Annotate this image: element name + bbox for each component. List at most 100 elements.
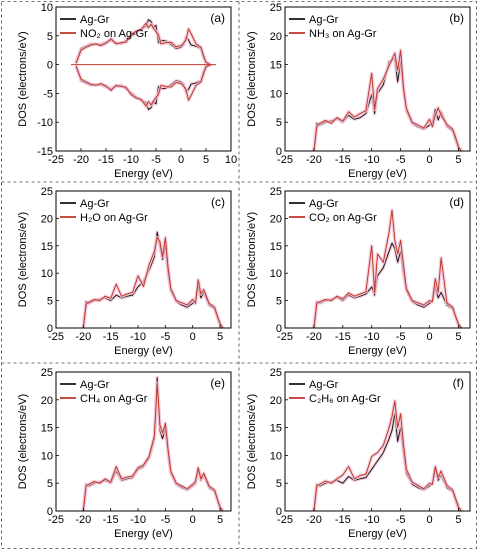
x-axis-label: Energy (eV) [348, 168, 407, 180]
y-tick-label: 0 [47, 506, 53, 518]
y-axis-label: DOS (electrons/eV) [17, 394, 29, 489]
x-tick-label: -5 [396, 154, 406, 166]
x-tick-label: -20 [75, 514, 91, 526]
y-tick-label: 15 [41, 241, 53, 253]
x-tick-label: -20 [306, 154, 322, 166]
y-tick-label: 10 [270, 88, 282, 100]
x-tick-label: 5 [455, 331, 461, 343]
series-line-2 [75, 22, 212, 66]
x-tick-label: -10 [364, 514, 380, 526]
x-tick-label: 0 [426, 331, 432, 343]
x-tick-label: -15 [335, 331, 351, 343]
x-tick-label: -15 [335, 514, 351, 526]
legend-label: CH₄ on Ag-Gr [80, 393, 148, 405]
panel-label: (f) [453, 376, 464, 390]
plot-frame [284, 6, 471, 152]
y-axis-label: DOS (electrons/eV) [17, 31, 29, 126]
legend: Ag-Gr H₂O on Ag-Gr [60, 198, 148, 224]
x-tick-label: -5 [151, 154, 161, 166]
x-tick-label: -25 [48, 331, 64, 343]
x-tick-label: 5 [217, 331, 223, 343]
x-tick-label: -20 [73, 154, 89, 166]
legend-label: Ag-Gr [309, 379, 339, 391]
y-tick-label: 25 [41, 367, 53, 379]
legend: Ag-Gr CH₄ on Ag-Gr [60, 379, 148, 405]
x-tick-label: -10 [130, 514, 146, 526]
y-tick-label: 20 [270, 395, 282, 407]
legend-label: Ag-Gr [309, 14, 339, 26]
panel-label: (b) [449, 11, 464, 25]
legend-label: Ag-Gr [309, 198, 339, 210]
legend-label: NO₂ on Ag-Gr [80, 28, 148, 40]
x-tick-label: -10 [364, 331, 380, 343]
legend: Ag-Gr C₂H₆ on Ag-Gr [289, 379, 381, 405]
panel-a: -25 -20 -15 -10 -5 0 5 10 -15 -10 -5 0 5 10 Energy (eV… [17, 2, 237, 180]
x-tick-label: -5 [396, 514, 406, 526]
panel-e: -25 -20 -15 -10 -5 0 5 0 5 10 15 20 25 Energy (eV) DOS… [17, 367, 232, 540]
y-tick-label: 15 [270, 60, 282, 72]
y-tick-label: 25 [41, 186, 53, 198]
y-tick-label: 0 [276, 506, 282, 518]
legend-label: C₂H₆ on Ag-Gr [309, 393, 381, 405]
x-tick-label: 5 [455, 514, 461, 526]
x-tick-label: 0 [190, 514, 196, 526]
y-tick-label: 5 [276, 296, 282, 308]
panel-b: -25 -20 -15 -10 -5 0 5 0 5 10 15 20 25 Energy (eV) DOS… [246, 2, 471, 180]
x-tick-label: -15 [98, 154, 114, 166]
y-tick-label: 0 [276, 323, 282, 335]
x-axis-label: Energy (eV) [114, 168, 173, 180]
y-tick-label: -15 [37, 146, 53, 158]
y-tick-label: 10 [41, 2, 53, 14]
x-tick-label: 0 [426, 154, 432, 166]
x-tick-label: -20 [306, 331, 322, 343]
series-line-2 [313, 400, 462, 512]
plot-frame [55, 6, 232, 152]
panel-label: (e) [210, 376, 225, 390]
y-tick-label: 25 [270, 186, 282, 198]
y-tick-label: 0 [47, 60, 53, 72]
x-axis-label: Energy (eV) [348, 528, 407, 540]
series-line-1 [82, 231, 224, 329]
y-tick-label: 20 [41, 395, 53, 407]
panel-label: (d) [449, 195, 464, 209]
x-axis-label: Energy (eV) [348, 345, 407, 357]
y-tick-label: 20 [41, 213, 53, 225]
y-tick-label: 0 [47, 323, 53, 335]
x-tick-label: -25 [48, 514, 64, 526]
legend-label: CO₂ on Ag-Gr [309, 212, 377, 224]
legend-label: Ag-Gr [80, 14, 110, 26]
panel-d: -25 -20 -15 -10 -5 0 5 0 5 10 15 20 25 Energy (eV) DOS… [246, 186, 471, 357]
x-tick-label: 5 [455, 154, 461, 166]
y-tick-label: 20 [270, 213, 282, 225]
x-tick-label: 0 [190, 331, 196, 343]
y-axis-label: DOS (electrons/eV) [246, 394, 258, 489]
x-tick-label: -20 [75, 331, 91, 343]
plot-frame [55, 190, 232, 329]
series-line-2 [313, 209, 462, 329]
y-axis-label: DOS (electrons/eV) [246, 31, 258, 126]
x-axis-label: Energy (eV) [114, 528, 173, 540]
y-axis-label: DOS (electrons/eV) [17, 212, 29, 307]
x-tick-label: 0 [426, 514, 432, 526]
y-tick-label: 15 [270, 423, 282, 435]
x-tick-label: -25 [277, 154, 293, 166]
legend-label: H₂O on Ag-Gr [80, 212, 148, 224]
x-tick-label: -15 [103, 514, 119, 526]
x-tick-label: -10 [130, 331, 146, 343]
legend: Ag-Gr NH₃ on Ag-Gr [289, 14, 377, 40]
x-tick-label: -25 [277, 331, 293, 343]
series-line-2 [82, 382, 224, 512]
panels: -25 -20 -15 -10 -5 0 5 10 -15 -10 -5 0 5 10 Energy (eV… [17, 2, 471, 540]
y-tick-label: 10 [270, 450, 282, 462]
x-axis-label: Energy (eV) [114, 345, 173, 357]
y-tick-label: 25 [270, 367, 282, 379]
legend: Ag-Gr CO₂ on Ag-Gr [289, 198, 377, 224]
series-halo-2 [81, 235, 225, 329]
x-tick-label: -5 [396, 331, 406, 343]
y-tick-label: 15 [41, 423, 53, 435]
x-tick-label: -5 [160, 514, 170, 526]
x-tick-label: 5 [217, 514, 223, 526]
